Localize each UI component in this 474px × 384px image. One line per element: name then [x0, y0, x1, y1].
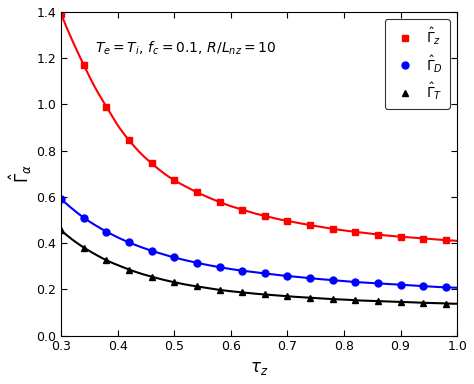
$\hat{\Gamma}_D$ — [104, 229, 109, 234]
$\hat{\Gamma}_T$ — [262, 292, 268, 297]
$\hat{\Gamma}_z$ — [239, 207, 245, 212]
$\hat{\Gamma}_z$ — [443, 238, 449, 242]
Y-axis label: $\hat{\Gamma}_\alpha$: $\hat{\Gamma}_\alpha$ — [7, 164, 34, 183]
$\hat{\Gamma}_T$ — [217, 288, 222, 292]
Line: $\hat{\Gamma}_D$: $\hat{\Gamma}_D$ — [58, 196, 449, 291]
Line: $\hat{\Gamma}_z$: $\hat{\Gamma}_z$ — [58, 11, 449, 243]
$\hat{\Gamma}_D$ — [217, 265, 222, 270]
$\hat{\Gamma}_z$ — [398, 234, 403, 239]
$\hat{\Gamma}_D$ — [194, 260, 200, 265]
$\hat{\Gamma}_D$ — [262, 271, 268, 276]
X-axis label: $\tau_z$: $\tau_z$ — [250, 359, 268, 377]
$\hat{\Gamma}_D$ — [284, 274, 290, 278]
$\hat{\Gamma}_T$ — [307, 295, 313, 300]
$\hat{\Gamma}_T$ — [126, 267, 132, 272]
$\hat{\Gamma}_T$ — [172, 280, 177, 285]
$\hat{\Gamma}_z$ — [194, 190, 200, 195]
$\hat{\Gamma}_D$ — [307, 276, 313, 281]
$\hat{\Gamma}_D$ — [398, 283, 403, 287]
$\hat{\Gamma}_D$ — [330, 278, 336, 283]
Line: $\hat{\Gamma}_T$: $\hat{\Gamma}_T$ — [58, 227, 449, 307]
$\hat{\Gamma}_D$ — [420, 284, 426, 288]
$\hat{\Gamma}_z$ — [104, 104, 109, 109]
$\hat{\Gamma}_z$ — [284, 218, 290, 223]
$\hat{\Gamma}_z$ — [126, 138, 132, 142]
$\hat{\Gamma}_T$ — [398, 300, 403, 304]
$\hat{\Gamma}_D$ — [375, 281, 381, 286]
$\hat{\Gamma}_D$ — [58, 197, 64, 202]
Text: $T_e = T_i,\, f_c = 0.1,\, R/L_{nz} = 10$: $T_e = T_i,\, f_c = 0.1,\, R/L_{nz} = 10… — [95, 40, 276, 57]
$\hat{\Gamma}_T$ — [58, 228, 64, 233]
$\hat{\Gamma}_T$ — [284, 294, 290, 299]
$\hat{\Gamma}_z$ — [149, 161, 155, 166]
$\hat{\Gamma}_z$ — [307, 223, 313, 227]
$\hat{\Gamma}_T$ — [149, 275, 155, 279]
$\hat{\Gamma}_z$ — [420, 236, 426, 241]
$\hat{\Gamma}_D$ — [239, 268, 245, 273]
$\hat{\Gamma}_z$ — [217, 200, 222, 204]
$\hat{\Gamma}_z$ — [172, 178, 177, 182]
$\hat{\Gamma}_D$ — [149, 248, 155, 253]
$\hat{\Gamma}_D$ — [353, 280, 358, 284]
$\hat{\Gamma}_z$ — [81, 63, 87, 68]
$\hat{\Gamma}_T$ — [104, 258, 109, 263]
$\hat{\Gamma}_T$ — [81, 245, 87, 250]
Legend: $\hat{\Gamma}_z$, $\hat{\Gamma}_D$, $\hat{\Gamma}_T$: $\hat{\Gamma}_z$, $\hat{\Gamma}_D$, $\ha… — [384, 19, 450, 109]
$\hat{\Gamma}_T$ — [353, 298, 358, 303]
$\hat{\Gamma}_T$ — [194, 284, 200, 289]
$\hat{\Gamma}_z$ — [353, 230, 358, 234]
$\hat{\Gamma}_D$ — [443, 285, 449, 290]
$\hat{\Gamma}_z$ — [330, 227, 336, 231]
$\hat{\Gamma}_D$ — [126, 240, 132, 245]
$\hat{\Gamma}_z$ — [262, 214, 268, 218]
$\hat{\Gamma}_T$ — [420, 301, 426, 305]
$\hat{\Gamma}_z$ — [375, 232, 381, 237]
$\hat{\Gamma}_T$ — [239, 290, 245, 295]
$\hat{\Gamma}_T$ — [443, 301, 449, 306]
$\hat{\Gamma}_D$ — [81, 215, 87, 220]
$\hat{\Gamma}_D$ — [172, 255, 177, 260]
$\hat{\Gamma}_z$ — [58, 12, 64, 17]
$\hat{\Gamma}_T$ — [375, 299, 381, 303]
$\hat{\Gamma}_T$ — [330, 297, 336, 301]
